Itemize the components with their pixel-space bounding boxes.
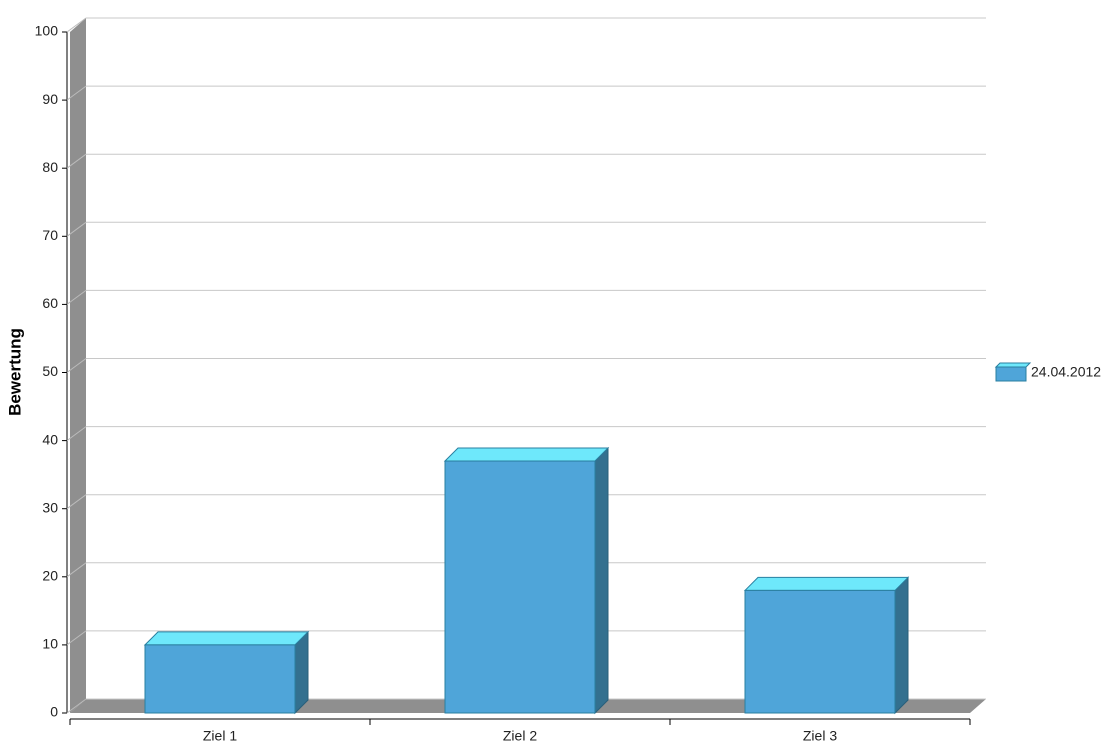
grid-line: [66, 630, 87, 646]
bar-side: [894, 576, 909, 715]
grid-line: [66, 221, 87, 237]
x-tick-label: Ziel 2: [503, 728, 537, 744]
grid-line: [66, 358, 87, 373]
x-tick-label: Ziel 3: [803, 728, 837, 744]
y-tick-label: 30: [42, 499, 58, 515]
grid-line: [66, 562, 87, 578]
y-tick-label: 10: [42, 636, 58, 652]
bar-side: [594, 446, 609, 715]
y-axis-label: Bewertung: [5, 328, 24, 416]
left-wall: [70, 18, 86, 713]
bar-top: [743, 576, 910, 591]
legend-swatch: [995, 366, 1027, 382]
legend-label: 24.04.2012: [1031, 364, 1101, 380]
y-tick-label: 0: [50, 704, 58, 720]
grid-line: [66, 153, 87, 169]
y-tick-label: 100: [35, 23, 59, 39]
grid-line: [66, 85, 87, 101]
grid-line: [66, 698, 87, 714]
bar: [144, 644, 296, 714]
y-tick-label: 40: [42, 431, 58, 447]
y-tick-label: 70: [42, 227, 58, 243]
grid-line: [66, 289, 87, 305]
bar: [444, 460, 596, 714]
y-tick-label: 50: [42, 363, 58, 379]
y-tick-label: 80: [42, 159, 58, 175]
bar: [744, 589, 896, 714]
bar-side: [294, 630, 309, 715]
grid-line: [66, 17, 87, 33]
legend-swatch-top: [994, 362, 1032, 368]
y-tick-label: 20: [42, 568, 58, 584]
bar-top: [443, 447, 610, 462]
bar-top: [143, 631, 310, 646]
grid-line: [66, 426, 87, 442]
y-tick-label: 90: [42, 91, 58, 107]
x-tick-label: Ziel 1: [203, 728, 237, 744]
y-tick-label: 60: [42, 295, 58, 311]
grid-line: [66, 494, 87, 510]
